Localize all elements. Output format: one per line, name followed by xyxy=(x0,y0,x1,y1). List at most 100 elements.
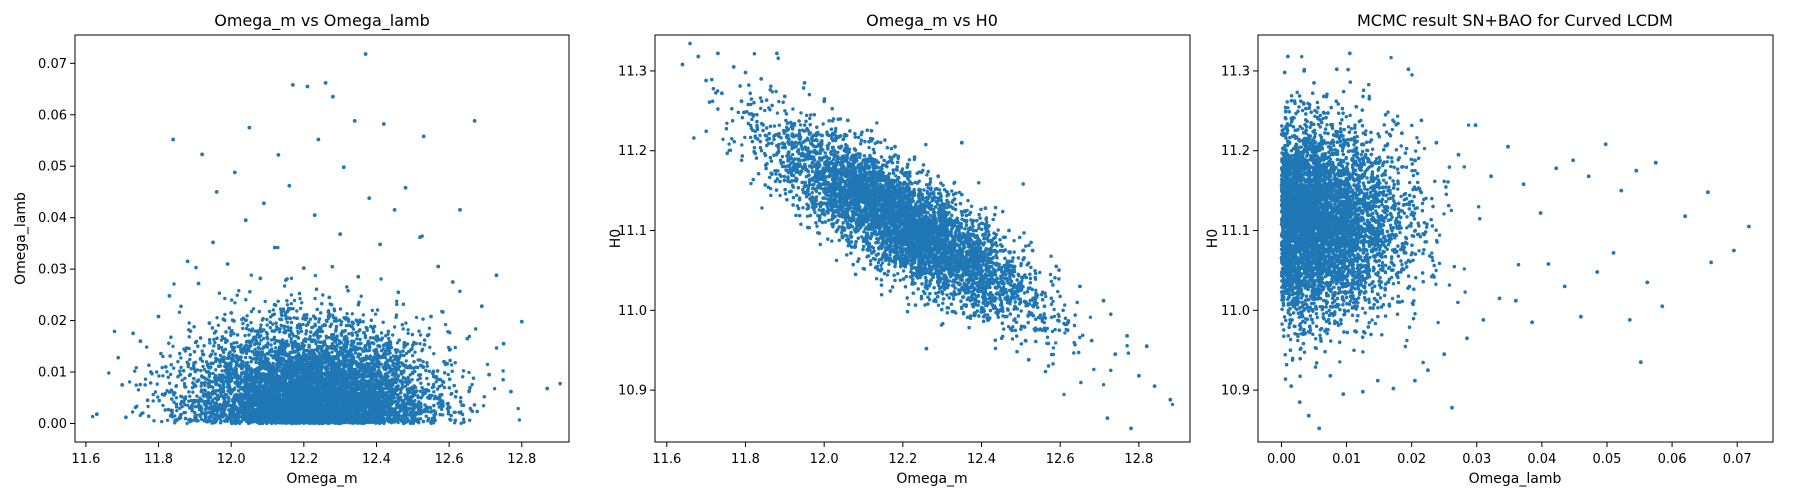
scatter-point xyxy=(368,345,372,350)
scatter-point xyxy=(175,408,179,413)
scatter-point xyxy=(161,403,165,408)
scatter-point xyxy=(269,338,274,342)
scatter-point xyxy=(155,370,159,374)
scatter-point xyxy=(268,326,272,330)
scatter-point xyxy=(211,349,215,353)
scatter-point xyxy=(313,322,317,326)
scatter-point xyxy=(249,320,253,325)
scatter-point xyxy=(373,312,378,316)
scatter-point xyxy=(246,323,250,327)
scatter-point xyxy=(244,339,249,344)
scatter-point xyxy=(253,329,257,333)
scatter-point xyxy=(206,410,210,415)
scatter-point xyxy=(417,329,421,333)
scatter-point xyxy=(237,289,241,293)
scatter-point xyxy=(517,418,522,422)
scatter-point xyxy=(291,307,295,311)
scatter-point xyxy=(178,413,183,417)
scatter-point xyxy=(401,327,405,331)
scatter-point xyxy=(317,320,321,324)
scatter-point xyxy=(418,342,422,346)
scatter-point xyxy=(156,395,160,399)
scatter-point xyxy=(388,356,393,360)
scatter-point xyxy=(228,385,232,389)
scatter-point xyxy=(161,354,165,359)
scatter-point xyxy=(282,284,287,288)
scatter-point xyxy=(424,414,428,418)
scatter-point xyxy=(285,320,290,324)
scatter-point xyxy=(215,316,219,320)
scatter-point xyxy=(189,367,193,371)
scatter-point xyxy=(200,359,205,363)
scatter-point xyxy=(461,375,465,379)
scatter-point xyxy=(165,418,170,422)
scatter-point xyxy=(222,385,226,389)
scatter-point xyxy=(492,387,497,391)
scatter-point xyxy=(432,390,436,394)
panel-title: Omega_m vs Omega_lamb xyxy=(214,11,430,31)
scatter-point xyxy=(293,355,297,359)
scatter-point xyxy=(136,388,141,392)
scatter-point xyxy=(269,343,273,347)
scatter-point xyxy=(223,312,227,317)
scatter-point xyxy=(282,326,286,330)
scatter-point xyxy=(440,383,444,387)
scatter-point xyxy=(184,385,188,389)
scatter-point xyxy=(273,346,278,350)
scatter-point xyxy=(177,310,182,314)
scatter-point xyxy=(191,390,195,394)
scatter-point xyxy=(338,307,343,311)
scatter-point xyxy=(453,361,457,365)
scatter-point xyxy=(370,308,374,313)
scatter-point xyxy=(152,419,156,423)
scatter-point xyxy=(353,351,358,355)
scatter-point xyxy=(168,381,172,385)
scatter-point xyxy=(516,406,520,411)
scatter-point xyxy=(107,371,111,375)
scatter-point xyxy=(230,298,234,302)
scatter-point xyxy=(418,358,422,362)
scatter-point xyxy=(425,361,429,365)
scatter-point xyxy=(145,345,149,349)
scatter-point xyxy=(199,384,203,388)
scatter-point xyxy=(223,296,227,301)
scatter-point xyxy=(298,306,303,311)
scatter-point xyxy=(199,368,203,373)
scatter-point xyxy=(263,299,267,304)
scatter-point xyxy=(171,344,175,348)
scatter-point xyxy=(468,418,472,422)
scatter-point xyxy=(308,317,313,321)
scatter-point xyxy=(453,345,457,350)
scatter-point xyxy=(244,298,248,302)
scatter-point xyxy=(213,340,217,345)
scatter-point xyxy=(427,369,432,373)
scatter-point xyxy=(406,331,410,336)
scatter-point xyxy=(155,382,159,386)
scatter-point xyxy=(243,355,248,360)
scatter-point xyxy=(299,329,304,334)
scatter-point xyxy=(391,333,395,337)
scatter-point xyxy=(188,353,192,357)
scatter-point xyxy=(404,321,408,325)
scatter-point xyxy=(432,352,436,356)
scatter-point xyxy=(428,406,433,410)
scatter-point xyxy=(416,395,420,400)
scatter-point xyxy=(375,308,380,312)
scatter-point xyxy=(259,323,263,327)
scatter-point xyxy=(157,374,161,378)
scatter-point xyxy=(428,345,432,349)
scatter-point xyxy=(134,366,138,370)
scatter-point xyxy=(410,378,414,382)
scatter-point xyxy=(241,326,245,331)
scatter-point xyxy=(379,277,383,281)
scatter-point xyxy=(193,405,197,409)
scatter-point xyxy=(249,273,253,277)
scatter-point xyxy=(399,417,403,422)
scatter-points xyxy=(90,52,562,426)
scatter-point xyxy=(350,312,354,316)
scatter-point xyxy=(188,357,192,362)
scatter-point xyxy=(404,359,408,363)
scatter-point xyxy=(419,381,423,385)
scatter-point xyxy=(367,348,371,353)
scatter-point xyxy=(317,317,322,321)
